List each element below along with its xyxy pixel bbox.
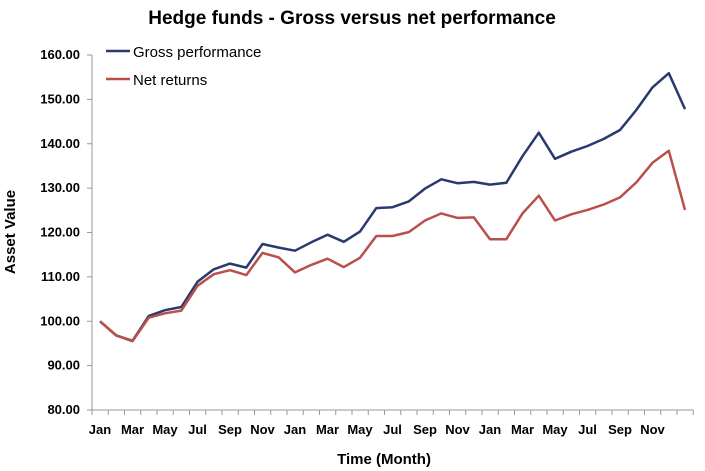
y-tick-label: 150.00 xyxy=(40,91,80,106)
y-tick-label: 110.00 xyxy=(41,269,80,284)
x-tick-label: Sep xyxy=(218,422,242,437)
axes: 80.00 90.00 100.00 110.00 120.00 130.00 140.00… xyxy=(40,47,694,437)
legend-label-net: Net returns xyxy=(133,72,207,89)
x-axis-label: Time (Month) xyxy=(337,451,431,468)
x-tick-label: Sep xyxy=(413,422,437,437)
x-tick-label: Mar xyxy=(121,422,144,437)
y-axis-label: Asset Value xyxy=(2,190,19,274)
y-tick-label: 130.00 xyxy=(40,180,80,195)
series-line-gross xyxy=(99,71,687,343)
y-tick-label: 90.00 xyxy=(47,358,80,373)
x-tick-label: Jul xyxy=(188,422,207,437)
x-tick-label: May xyxy=(542,422,568,437)
x-tick-label: Jan xyxy=(479,422,501,437)
x-tick-label: May xyxy=(347,422,373,437)
x-tick-label: Nov xyxy=(250,422,275,437)
x-tick-label: Jul xyxy=(578,422,597,437)
chart-title: Hedge funds - Gross versus net performan… xyxy=(148,8,556,29)
y-tick-label: 100.00 xyxy=(40,313,80,328)
x-tick-label: Mar xyxy=(316,422,339,437)
x-tick-label: May xyxy=(152,422,178,437)
x-tick-label: Jan xyxy=(284,422,306,437)
x-tick-label: Jul xyxy=(383,422,402,437)
x-tick-label: Nov xyxy=(445,422,470,437)
y-tick-label: 80.00 xyxy=(47,402,80,417)
series-line-net xyxy=(99,149,687,343)
y-tick-label: 120.00 xyxy=(40,225,80,240)
legend-label-gross: Gross performance xyxy=(133,44,261,61)
y-tick-label: 160.00 xyxy=(40,47,80,62)
series-group xyxy=(99,71,687,343)
x-tick-label: Mar xyxy=(511,422,534,437)
x-tick-label: Jan xyxy=(89,422,111,437)
y-tick-label: 140.00 xyxy=(40,136,80,151)
x-tick-label: Nov xyxy=(640,422,665,437)
legend: Gross performance Net returns xyxy=(106,44,261,89)
x-tick-label: Sep xyxy=(608,422,632,437)
